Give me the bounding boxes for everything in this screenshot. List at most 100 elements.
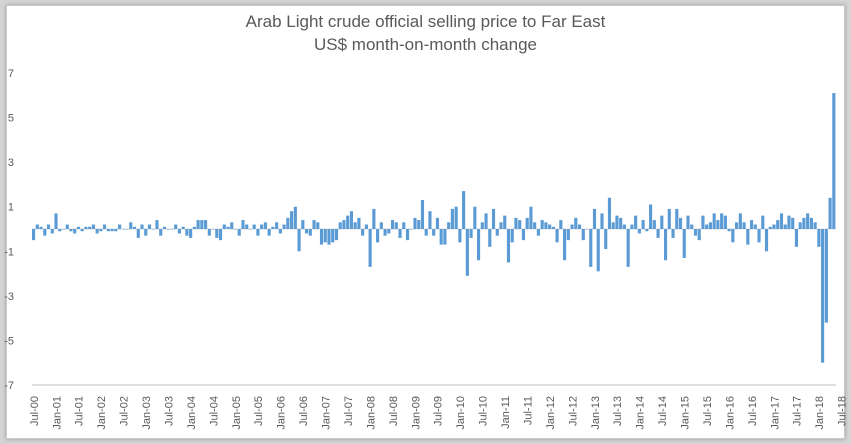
chart-bar xyxy=(364,224,368,229)
chart-bar xyxy=(256,229,260,236)
chart-bar xyxy=(817,229,821,247)
chart-bar xyxy=(267,229,271,236)
chart-bar xyxy=(361,229,365,236)
x-tick-label: Jan-13 xyxy=(590,396,602,430)
chart-bar xyxy=(218,229,223,241)
chart-bar xyxy=(484,213,488,229)
x-tick-label: Jan-14 xyxy=(635,396,647,430)
chart-bar xyxy=(791,217,795,229)
chart-bar xyxy=(263,222,267,229)
chart-bar xyxy=(308,229,312,236)
chart-bar xyxy=(697,229,701,241)
x-tick-label: Jan-02 xyxy=(96,396,108,430)
chart-bar xyxy=(181,226,185,229)
x-tick-label: Jan-04 xyxy=(186,396,198,430)
chart-bar xyxy=(241,220,245,229)
chart-bar xyxy=(327,229,331,245)
chart-bar xyxy=(506,229,511,263)
chart-bar xyxy=(319,229,324,245)
chart-bar xyxy=(611,222,615,229)
chart-bar xyxy=(346,215,350,229)
chart-bar xyxy=(61,229,66,230)
chart-bar xyxy=(166,229,170,230)
chart-bar xyxy=(54,213,58,229)
chart-bar xyxy=(652,220,656,229)
chart-bar xyxy=(32,229,36,241)
x-tick-label: Jul-07 xyxy=(343,396,355,426)
y-tick-label: 1 xyxy=(8,202,14,214)
chart-bar xyxy=(230,222,234,229)
chart-bar xyxy=(290,211,294,229)
chart-bar xyxy=(383,229,387,236)
chart-bar xyxy=(454,206,458,229)
chart-bar xyxy=(338,222,342,229)
chart-bar xyxy=(162,226,167,229)
x-tick-label: Jul-05 xyxy=(253,396,265,426)
chart-bar xyxy=(417,220,421,229)
chart-bar xyxy=(794,229,799,247)
chart-bar xyxy=(510,229,514,243)
chart-bar xyxy=(432,229,436,236)
chart-bar xyxy=(458,229,462,243)
x-tick-label: Jul-10 xyxy=(478,396,490,426)
chart-bar xyxy=(764,229,769,252)
chart-bar xyxy=(701,215,705,229)
chart-bar xyxy=(682,229,686,258)
chart-bar xyxy=(185,229,189,236)
x-tick-label: Jan-11 xyxy=(500,396,512,429)
chart-bar xyxy=(35,224,39,229)
chart-bar xyxy=(271,226,275,229)
chart-bar xyxy=(544,222,548,229)
chart-bar xyxy=(312,220,316,229)
chart-bar xyxy=(372,208,376,229)
chart-bar xyxy=(720,213,724,229)
x-tick-label: Jan-08 xyxy=(365,396,377,430)
x-tick-label: Jan-15 xyxy=(680,396,692,430)
chart-bar xyxy=(192,226,196,229)
chart-bar xyxy=(656,229,660,238)
chart-bar xyxy=(798,222,802,229)
chart-bar xyxy=(420,200,425,229)
chart-bar xyxy=(65,224,69,229)
chart-bar xyxy=(783,224,787,229)
chart-bar xyxy=(394,222,398,229)
chart-bar xyxy=(615,215,619,229)
chart-bar xyxy=(50,229,54,234)
chart-bar xyxy=(473,206,477,229)
x-tick-label: Jul-18 xyxy=(837,396,849,426)
chart-bar xyxy=(222,224,226,229)
chart-bar xyxy=(118,224,122,229)
chart-bar xyxy=(342,220,346,229)
chart-bar xyxy=(678,217,683,229)
x-tick-label: Jul-12 xyxy=(567,396,579,426)
x-tick-label: Jul-01 xyxy=(74,396,86,426)
chart-bar xyxy=(132,226,137,229)
chart-bar xyxy=(521,229,526,241)
chart-bar xyxy=(746,229,750,245)
chart-bar xyxy=(630,224,634,229)
chart-bar xyxy=(387,229,391,234)
chart-bar xyxy=(304,229,309,234)
chart-bar xyxy=(742,222,746,229)
y-tick-label: 7 xyxy=(8,68,14,80)
chart-bar xyxy=(95,229,99,234)
chart-bar xyxy=(80,229,84,232)
x-tick-label: Jul-03 xyxy=(163,396,175,426)
chart-bar xyxy=(705,224,709,229)
chart-bar xyxy=(637,229,641,234)
chart-bar xyxy=(278,229,282,234)
chart-bar xyxy=(596,229,600,272)
chart-bar xyxy=(518,220,522,229)
x-tick-label: Jul-06 xyxy=(298,396,310,426)
x-tick-label: Jul-04 xyxy=(208,396,220,426)
chart-bar xyxy=(297,229,301,252)
chart-bar xyxy=(282,224,286,229)
x-tick-label: Jul-15 xyxy=(702,396,714,426)
chart-bar xyxy=(147,224,152,229)
chart-bar xyxy=(106,229,110,232)
chart-bar xyxy=(495,229,499,236)
chart-bar xyxy=(413,217,417,229)
chart-bar xyxy=(832,93,836,229)
chart-bar xyxy=(226,226,230,229)
chart-bar xyxy=(731,229,735,243)
